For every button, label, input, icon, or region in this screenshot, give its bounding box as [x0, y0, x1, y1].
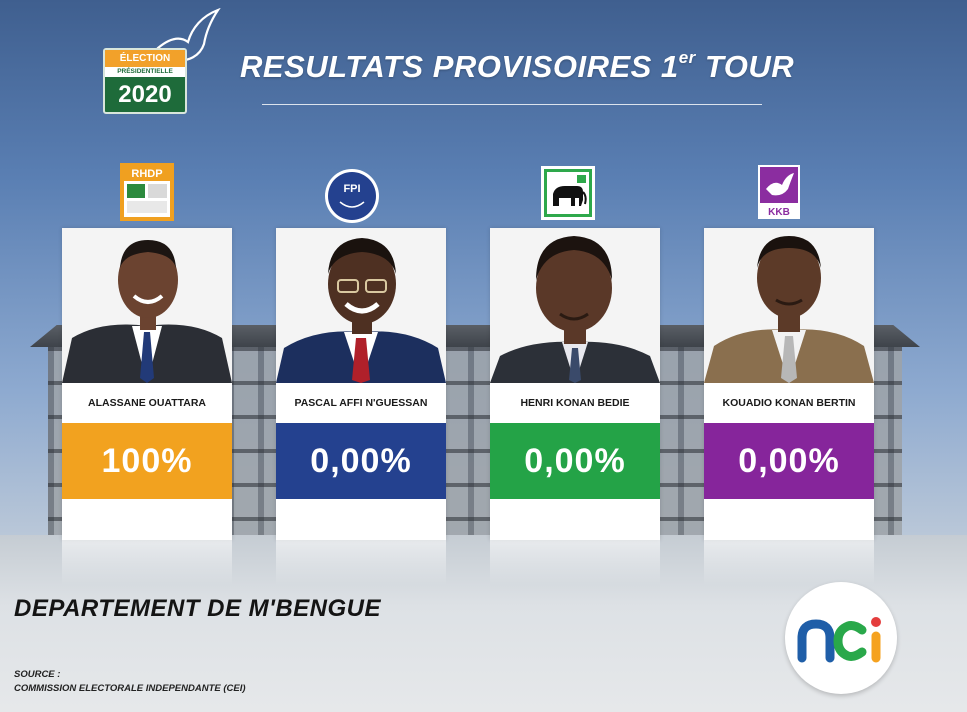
kkb-logo-text: KKB: [768, 207, 790, 218]
source-value: COMMISSION ELECTORALE INDEPENDANTE (CEI): [14, 683, 246, 694]
fpi-logo-text: FPI: [343, 183, 360, 195]
vote-percentage: 0,00%: [704, 423, 874, 499]
candidate-card-kouadio-konan-bertin: KOUADIO KONAN BERTIN 0,00%: [704, 228, 874, 585]
title-divider: [262, 104, 762, 105]
candidate-name: KOUADIO KONAN BERTIN: [722, 397, 856, 409]
candidate-name: PASCAL AFFI N'GUESSAN: [294, 397, 428, 409]
election-2020-logo: ÉLECTION PRÉSIDENTIELLE 2020: [103, 48, 187, 114]
page-title: RESULTATS PROVISOIRES 1er TOUR: [240, 48, 795, 84]
department-title: DEPARTEMENT DE M'BENGUE: [14, 595, 382, 622]
candidate-card-bedie: HENRI KONAN BEDIE 0,00%: [490, 228, 660, 585]
candidate-photo: [276, 228, 446, 383]
rhdp-logo: RHDP: [120, 163, 174, 221]
candidate-photo: [704, 228, 874, 383]
pdci-logo: [541, 166, 595, 220]
kkb-logo: KKB: [758, 165, 800, 219]
fpi-logo: FPI: [324, 168, 380, 224]
candidate-photo: [490, 228, 660, 383]
candidate-photo: [62, 228, 232, 383]
source-note: SOURCE : COMMISSION ELECTORALE INDEPENDA…: [14, 668, 246, 696]
candidate-name: HENRI KONAN BEDIE: [520, 397, 630, 409]
nci-logo: [785, 582, 897, 694]
logo-line2: PRÉSIDENTIELLE: [105, 67, 185, 77]
candidate-name: ALASSANE OUATTARA: [87, 397, 207, 409]
vote-percentage: 100%: [62, 423, 232, 499]
candidate-card-affi-nguessan: PASCAL AFFI N'GUESSAN 0,00%: [276, 228, 446, 585]
vote-percentage: 0,00%: [276, 423, 446, 499]
vote-percentage: 0,00%: [490, 423, 660, 499]
logo-year: 2020: [118, 81, 172, 108]
source-label: SOURCE :: [14, 669, 61, 680]
rhdp-logo-text: RHDP: [131, 168, 162, 180]
logo-line1: ÉLECTION: [105, 50, 185, 67]
candidate-card-ouattara: ALASSANE OUATTARA 100%: [62, 228, 232, 585]
